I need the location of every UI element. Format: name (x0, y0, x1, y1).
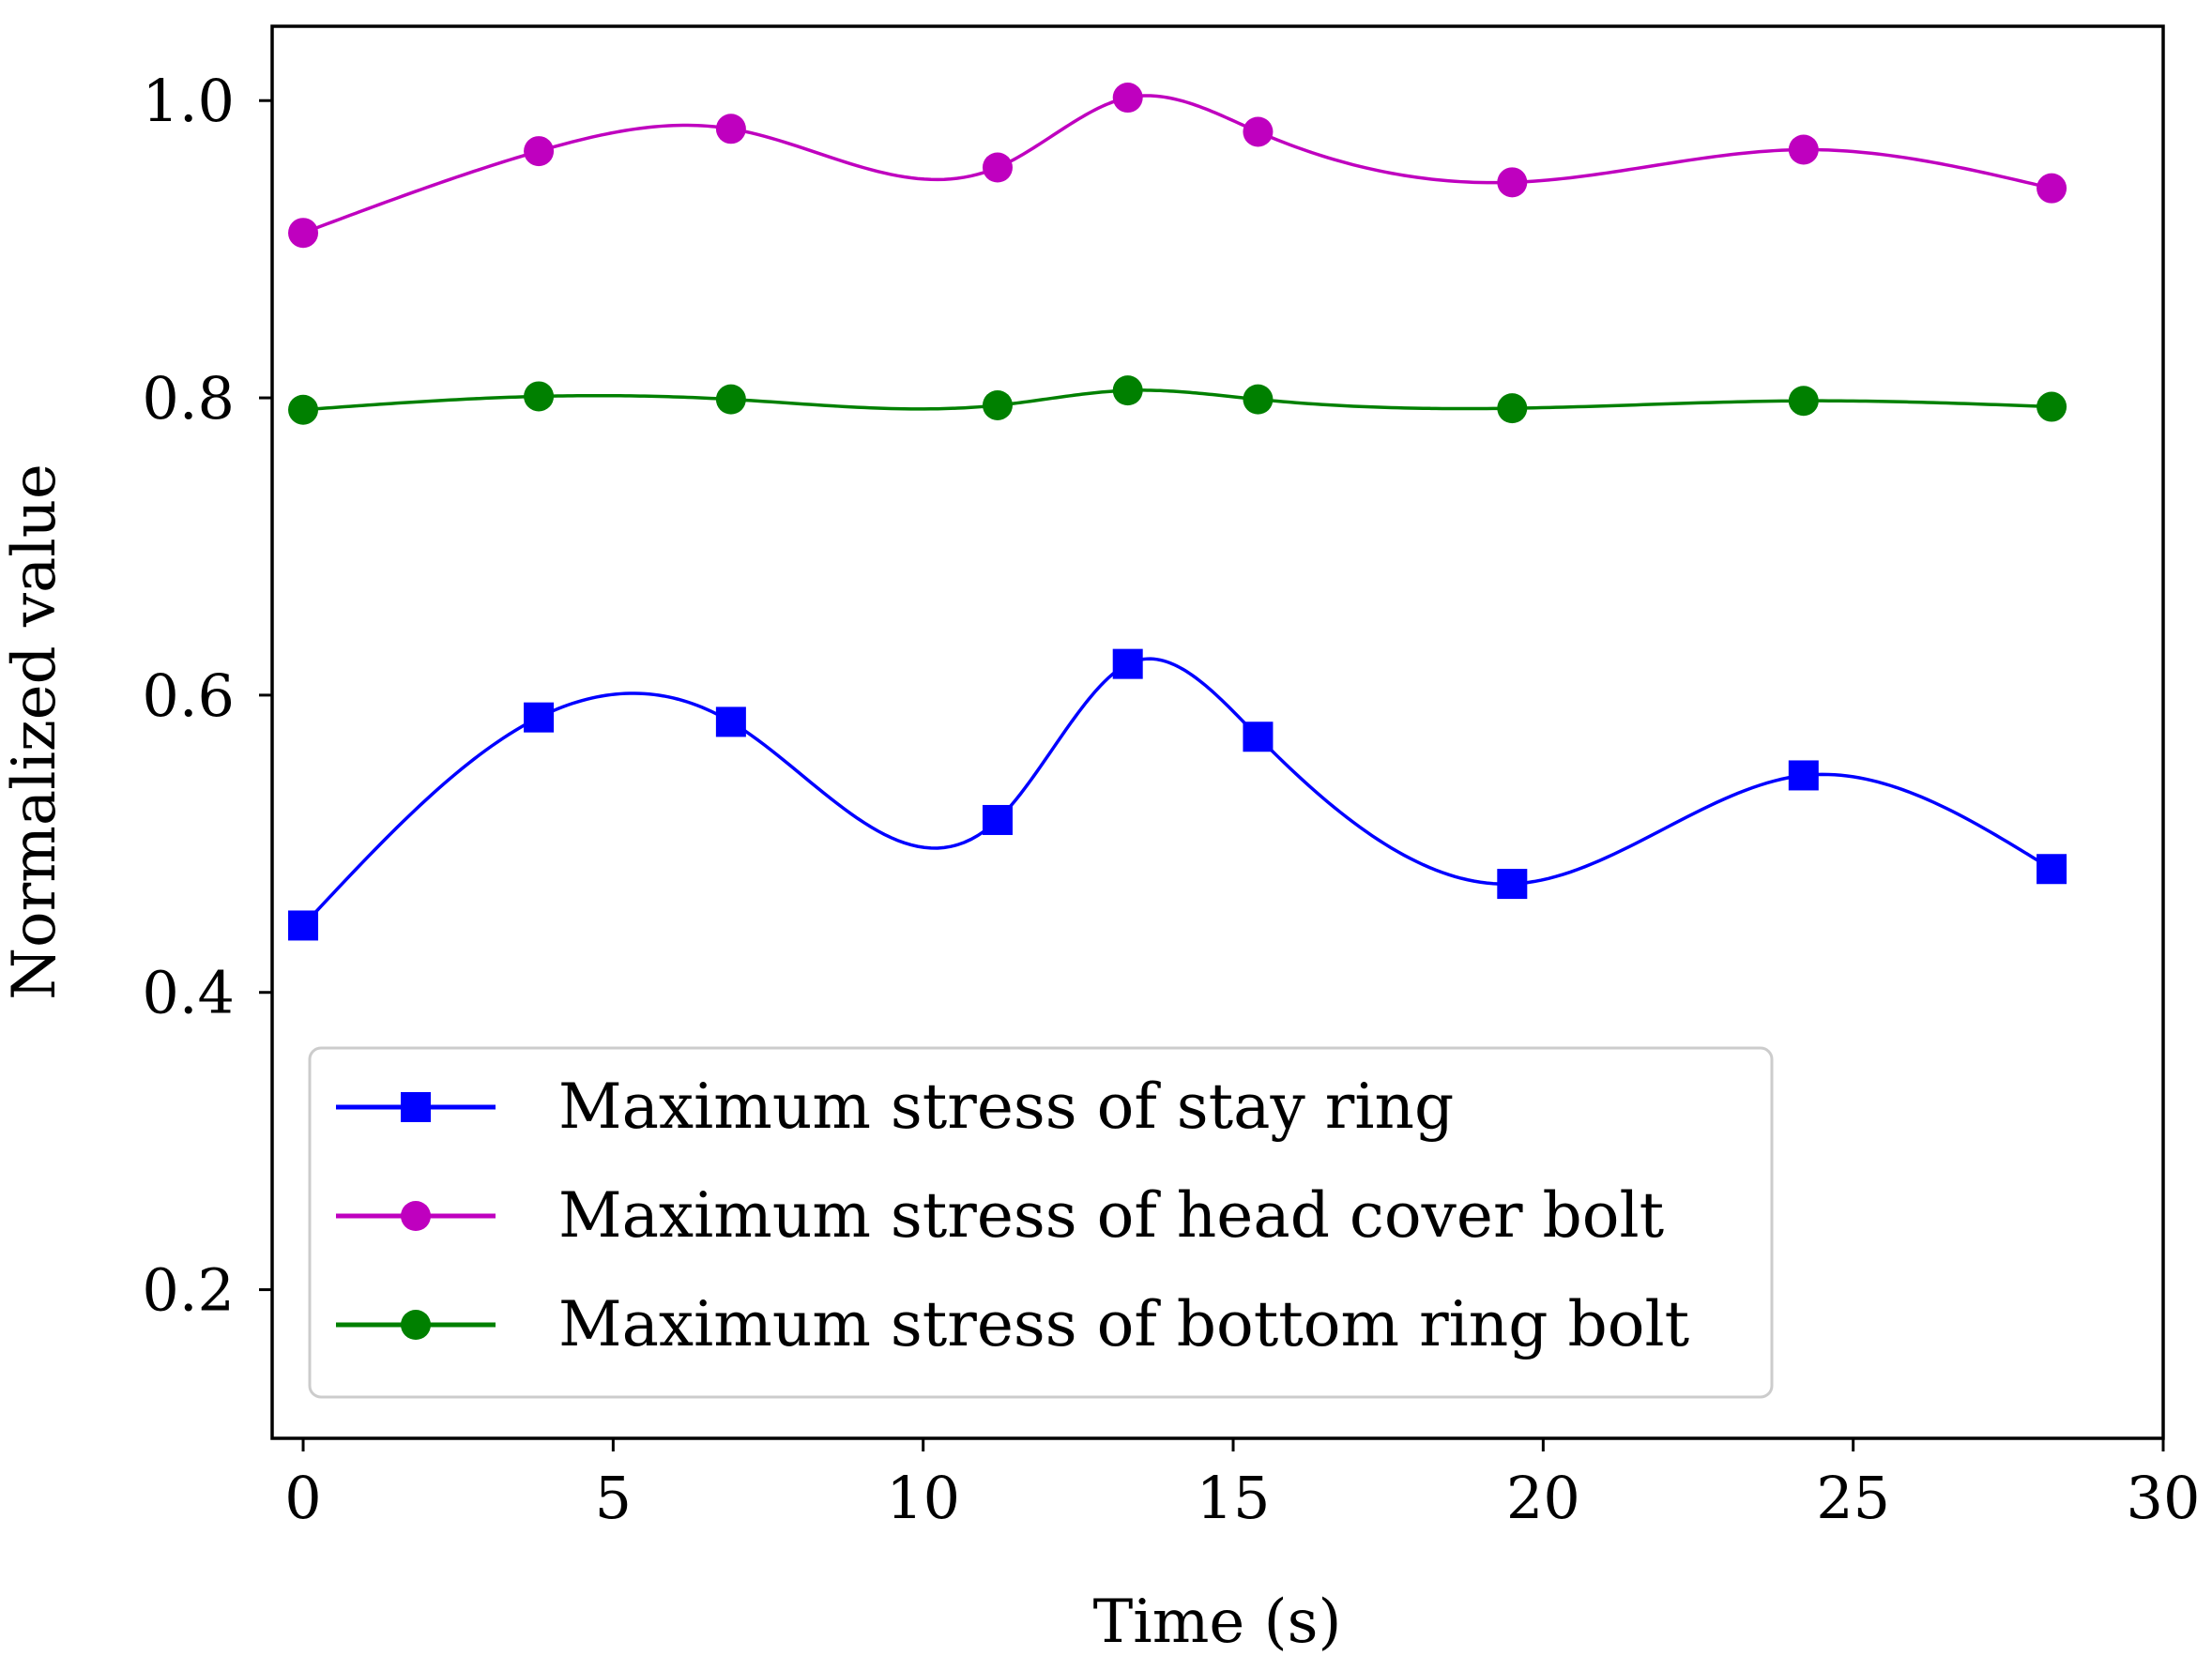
series-line-stay-ring (301, 657, 2053, 927)
plot-lines (301, 94, 2053, 927)
y-axis-label: Normalized value (0, 463, 69, 1000)
legend: Maximum stress of stay ring Maximum stres… (308, 1046, 1774, 1399)
marker-bottom-ring-bolt (1788, 386, 1819, 417)
marker-stay-ring (715, 706, 746, 737)
x-tick-label: 5 (595, 1464, 632, 1532)
legend-item-head-cover-bolt: Maximum stress of head cover bolt (336, 1179, 1664, 1252)
legend-marker (401, 1201, 431, 1231)
plot-frame (270, 24, 2165, 1440)
y-ticks: 0.2 0.4 0.6 0.8 1.0 (142, 67, 272, 1325)
marker-bottom-ring-bolt (524, 381, 555, 412)
marker-stay-ring (288, 910, 319, 941)
marker-head-cover-bolt (1497, 167, 1528, 198)
x-tick-label: 30 (2127, 1464, 2201, 1532)
x-tick-label: 20 (1506, 1464, 1580, 1532)
legend-item-bottom-ring-bolt: Maximum stress of bottom ring bolt (336, 1288, 1689, 1360)
marker-stay-ring (982, 804, 1013, 835)
legend-label: Maximum stress of stay ring (558, 1071, 1454, 1143)
marker-head-cover-bolt (2037, 173, 2067, 204)
legend-item-stay-ring: Maximum stress of stay ring (336, 1071, 1454, 1143)
marker-stay-ring (1788, 760, 1819, 791)
marker-bottom-ring-bolt (982, 389, 1013, 420)
y-tick-label: 0.4 (142, 959, 235, 1027)
legend-box (308, 1046, 1774, 1399)
x-tick-label: 25 (1816, 1464, 1890, 1532)
y-tick-label: 0.6 (142, 661, 235, 730)
marker-head-cover-bolt (1112, 83, 1143, 114)
y-tick-label: 0.2 (142, 1256, 235, 1325)
legend-items: Maximum stress of stay ring Maximum stres… (336, 1071, 1689, 1360)
x-tick-label: 0 (284, 1464, 321, 1532)
marker-head-cover-bolt (1243, 116, 1274, 147)
marker-stay-ring (1112, 648, 1143, 679)
marker-stay-ring (1497, 869, 1528, 900)
marker-head-cover-bolt (1788, 134, 1819, 165)
marker-head-cover-bolt (524, 136, 555, 167)
legend-marker (401, 1310, 431, 1340)
marker-head-cover-bolt (715, 114, 746, 144)
marker-bottom-ring-bolt (1243, 384, 1274, 415)
y-tick-label: 0.8 (142, 364, 235, 433)
legend-marker (401, 1092, 431, 1122)
x-tick-label: 15 (1197, 1464, 1271, 1532)
marker-bottom-ring-bolt (2037, 391, 2067, 422)
x-tick-label: 10 (886, 1464, 960, 1532)
x-axis-label: Time (s) (1093, 1587, 1342, 1657)
x-ticks: 0 5 10 15 20 25 30 (284, 1438, 2200, 1532)
marker-bottom-ring-bolt (1112, 375, 1143, 406)
legend-label: Maximum stress of bottom ring bolt (558, 1288, 1689, 1360)
marker-stay-ring (524, 702, 555, 733)
marker-bottom-ring-bolt (288, 394, 319, 425)
series-line-head-cover-bolt (302, 94, 2052, 235)
plot-markers (288, 83, 2067, 941)
marker-bottom-ring-bolt (715, 384, 746, 415)
marker-bottom-ring-bolt (1497, 393, 1528, 424)
marker-head-cover-bolt (982, 152, 1013, 183)
legend-label: Maximum stress of head cover bolt (558, 1179, 1664, 1252)
y-tick-label: 1.0 (142, 67, 235, 135)
marker-stay-ring (2037, 854, 2067, 885)
marker-head-cover-bolt (288, 218, 319, 249)
marker-stay-ring (1243, 722, 1274, 752)
